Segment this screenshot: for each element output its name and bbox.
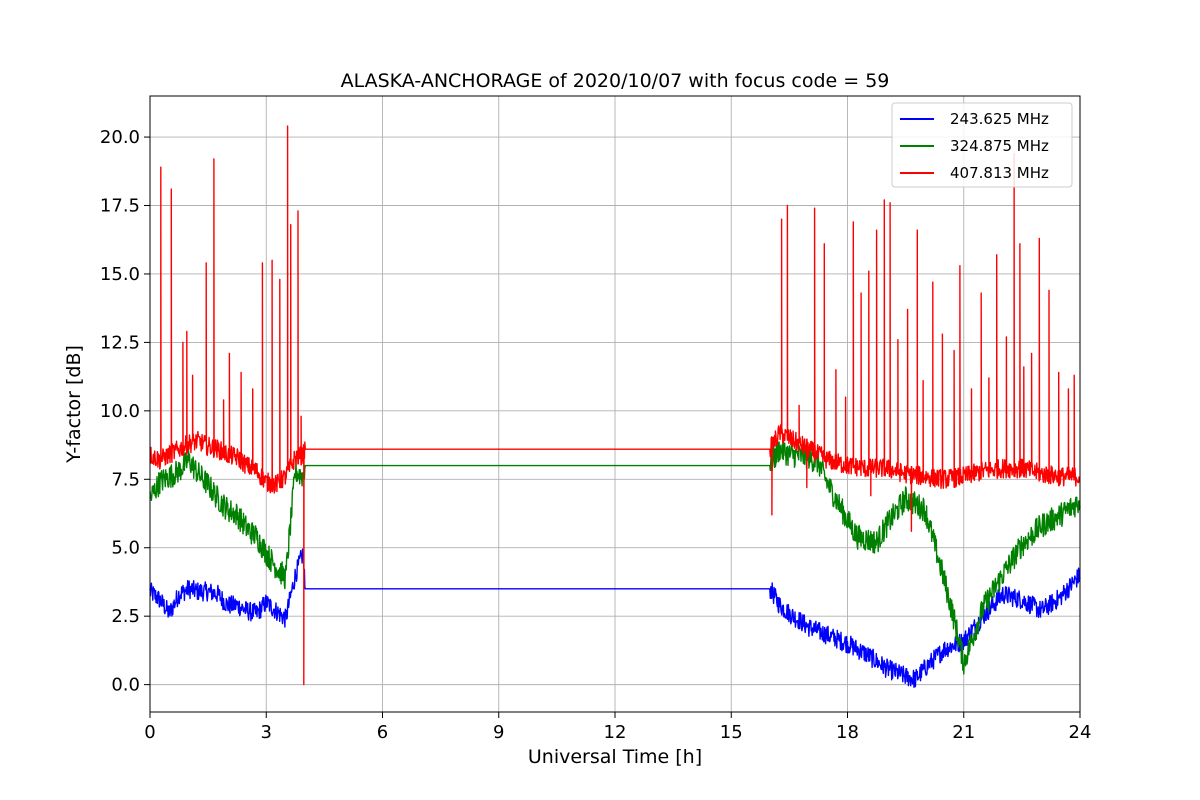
y-tick-label: 15.0 [100, 264, 140, 285]
y-tick-label: 17.5 [100, 196, 140, 217]
x-tick-label: 6 [377, 722, 388, 743]
y-tick-label: 12.5 [100, 332, 140, 353]
legend-label: 324.875 MHz [950, 137, 1049, 155]
y-tick-label: 10.0 [100, 401, 140, 422]
x-tick-label: 18 [836, 722, 859, 743]
x-tick-label: 3 [261, 722, 272, 743]
x-tick-label: 15 [720, 722, 743, 743]
y-tick-label: 0.0 [111, 675, 140, 696]
y-tick-label: 7.5 [111, 469, 140, 490]
x-tick-label: 24 [1069, 722, 1092, 743]
series-line-2 [149, 438, 1081, 675]
legend: 243.625 MHz 324.875 MHz 407.813 MHz [891, 102, 1073, 188]
y-tick-label: 5.0 [111, 538, 140, 559]
y-tick-label: 2.5 [111, 606, 140, 627]
y-axis-label: Y-factor [dB] [63, 345, 85, 464]
chart-title: ALASKA-ANCHORAGE of 2020/10/07 with focu… [341, 70, 890, 92]
legend-label: 243.625 MHz [950, 110, 1049, 128]
legend-box [891, 102, 1073, 188]
y-tick-label: 20.0 [100, 127, 140, 148]
x-tick-label: 0 [144, 722, 155, 743]
series-line-1 [149, 548, 1081, 688]
x-tick-label: 21 [952, 722, 975, 743]
series-line-3 [149, 125, 1081, 686]
x-tick-label: 12 [604, 722, 627, 743]
series-layer [149, 125, 1081, 688]
legend-label: 407.813 MHz [950, 164, 1049, 182]
x-tick-label: 9 [493, 722, 504, 743]
axis-ticks: 0 3 6 9 12 15 18 21 24 0.0 2.5 5.0 7.5 10.0 12.5 15.0 17… [100, 127, 1092, 743]
x-axis-label: Universal Time [h] [528, 746, 702, 768]
